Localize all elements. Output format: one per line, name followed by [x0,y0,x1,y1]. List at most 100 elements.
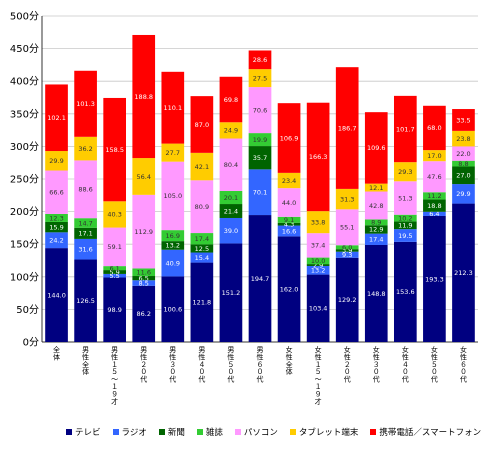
bar-segment [277,222,301,226]
data-label: 151.2 [222,289,241,297]
legend-swatch [289,429,296,435]
legend-label: ラジオ [121,428,147,438]
bar-segment [132,280,156,286]
data-label: 5.9 [109,268,119,276]
bar-segment [190,180,214,234]
data-label: 31.6 [78,246,92,254]
bar-segment [364,244,388,342]
x-tick-label: 男性５０代 [227,346,234,384]
data-label: 106.9 [280,134,299,142]
bar-segment [103,201,127,228]
data-label: 19.9 [253,136,267,144]
data-label: 40.9 [166,259,180,267]
bar-segment [248,133,272,147]
y-tick-label: 150分 [10,239,39,251]
bar-segment [364,183,388,192]
bar-segment [452,130,475,147]
bar-segment [335,257,359,342]
bar-segment [306,265,330,275]
bar-segment [277,236,301,342]
data-label: 5.5 [109,272,119,280]
bar-segment [306,211,330,234]
bar-segment [277,188,301,217]
data-label: 101.7 [396,125,415,133]
data-label: 15.9 [49,223,63,231]
bar-segment [452,160,475,167]
y-tick-label: 400分 [10,76,39,88]
legend-swatch [196,429,203,435]
data-label: 21.4 [224,207,238,215]
x-tick-label: 女性４０代 [402,345,409,384]
x-tick-label: 男性３０代 [169,346,176,384]
legend-item: ラジオ [112,426,147,438]
data-label: 212.3 [454,269,473,277]
bar-segment [45,170,68,214]
data-label: 16.9 [166,232,180,240]
data-label: 11.6 [136,269,150,277]
bar-segment [45,248,68,342]
bar-segment [103,277,127,342]
data-label: 6.0 [342,243,352,251]
y-tick-label: 100分 [10,271,39,283]
x-tick-label: 男性２０代 [140,346,147,384]
x-tick-label: 女性３０代 [373,345,380,384]
legend-label: 携帯電話／スマートフォン [379,428,482,438]
data-label: 69.8 [224,96,238,104]
bar-segment [423,192,446,200]
data-label: 14.7 [78,219,92,227]
bar-segment [190,252,214,263]
data-label: 80.9 [195,203,209,211]
bar-segment [393,229,417,242]
data-label: 55.1 [340,224,354,232]
data-label: 101.3 [76,100,95,108]
data-label: 27.7 [166,149,180,157]
bar-segment [190,96,214,153]
bar-segment [74,259,97,342]
bar-segment [423,105,446,151]
data-label: 51.3 [398,194,412,202]
bar-segment [364,233,388,245]
bar-segment [364,219,388,226]
bar-segment [423,215,446,342]
legend-item: 雑誌 [196,426,223,438]
data-label: 23.4 [282,177,296,185]
bar-segment [393,221,417,230]
data-label: 39.0 [224,227,238,235]
bar-segment [248,87,272,134]
bar-segment [190,262,214,342]
legend-label: 新聞 [167,428,185,438]
data-label: 40.3 [107,211,121,219]
data-label: 37.4 [311,242,325,250]
bar-segment [393,181,417,215]
data-label: 36.2 [78,145,92,153]
bar-segment [277,172,301,189]
data-label: 88.6 [78,186,92,194]
data-label: 28.6 [253,56,267,64]
bar-segment [132,158,156,195]
data-label: 23.8 [456,135,470,143]
bar-segment [132,34,156,159]
bar-segment [103,227,127,267]
bar-segment [190,152,214,181]
bar-segment [132,285,156,342]
legend-item: タブレット端末 [289,426,358,438]
bar-segment [103,270,127,274]
bar-segment [306,264,330,266]
data-label: 9.3 [342,251,352,259]
data-label: 109.6 [367,144,386,152]
data-label: 193.3 [425,275,444,283]
bar-segment [277,225,301,237]
y-tick-label: 250分 [10,174,39,186]
bar-segment [452,109,475,131]
data-label: 153.6 [396,288,415,296]
data-label: 33.8 [311,218,325,226]
bar-segment [335,188,359,210]
bar-segment [161,276,185,342]
bar-segment [248,50,272,70]
data-label: 35.7 [253,154,267,162]
bar-segment [132,268,156,277]
y-tick-label: 50分 [16,304,39,316]
data-label: 129.2 [338,296,357,304]
data-label: 103.4 [309,305,328,313]
